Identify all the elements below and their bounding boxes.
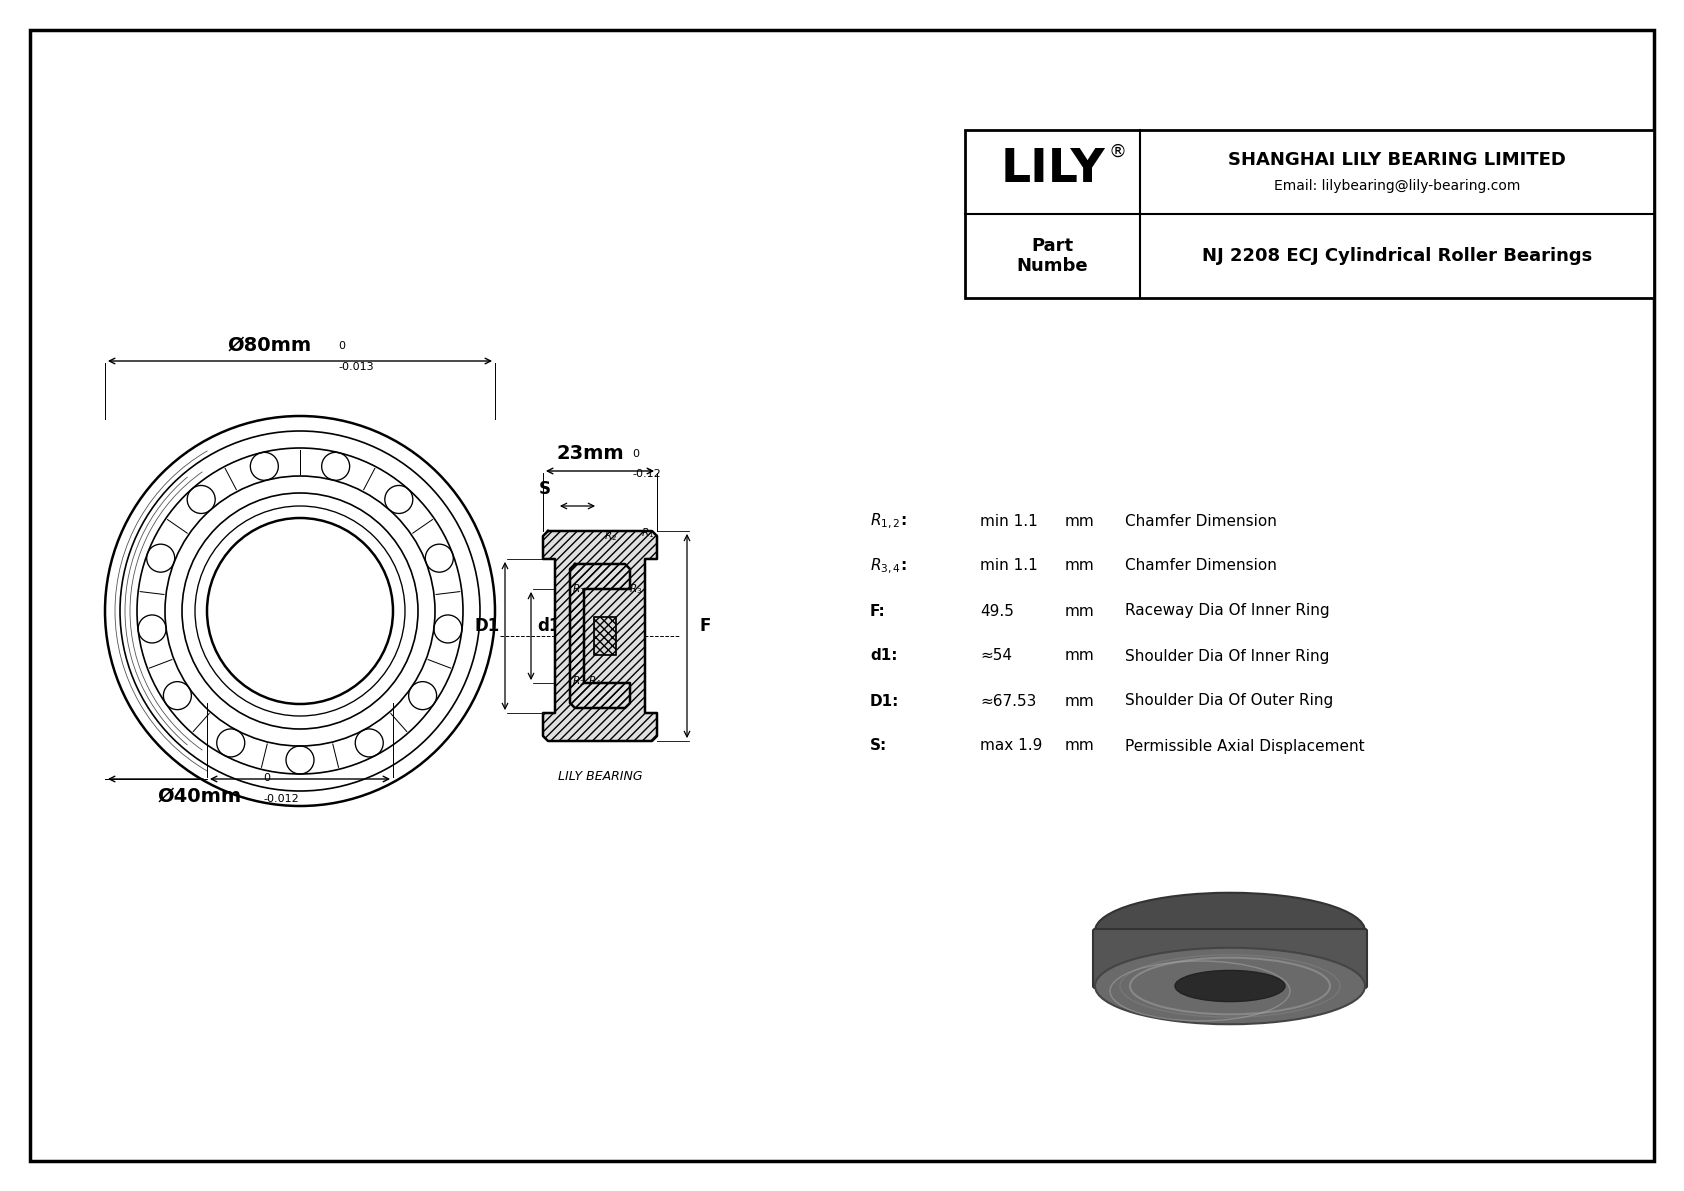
Text: 49.5: 49.5: [980, 604, 1014, 618]
Text: Permissible Axial Displacement: Permissible Axial Displacement: [1125, 738, 1364, 754]
Text: d1: d1: [537, 617, 561, 635]
Text: Raceway Dia Of Inner Ring: Raceway Dia Of Inner Ring: [1125, 604, 1330, 618]
Text: 0: 0: [632, 449, 638, 459]
Text: -0.013: -0.013: [338, 362, 374, 372]
Text: mm: mm: [1064, 738, 1095, 754]
Text: $R_3$: $R_3$: [628, 582, 642, 596]
Text: mm: mm: [1064, 649, 1095, 663]
Text: Chamfer Dimension: Chamfer Dimension: [1125, 513, 1276, 529]
Text: $R_2$: $R_2$: [573, 674, 584, 687]
Text: LILY: LILY: [1000, 148, 1105, 193]
Text: S: S: [539, 480, 551, 498]
Polygon shape: [542, 531, 657, 741]
Text: S:: S:: [871, 738, 887, 754]
Text: ®: ®: [1108, 143, 1127, 161]
Text: max 1.9: max 1.9: [980, 738, 1042, 754]
Text: D1: D1: [475, 617, 500, 635]
Text: $R_1$: $R_1$: [642, 526, 653, 540]
Text: Email: lilybearing@lily-bearing.com: Email: lilybearing@lily-bearing.com: [1273, 179, 1521, 193]
Text: mm: mm: [1064, 559, 1095, 574]
Text: 0: 0: [263, 773, 269, 782]
Text: d1:: d1:: [871, 649, 898, 663]
Text: mm: mm: [1064, 513, 1095, 529]
Text: $R_1$: $R_1$: [573, 582, 586, 596]
Text: Ø80mm: Ø80mm: [227, 336, 312, 355]
Text: 23mm: 23mm: [556, 444, 623, 463]
Ellipse shape: [1175, 971, 1285, 1002]
Text: $R_{3,4}$:: $R_{3,4}$:: [871, 556, 906, 575]
Ellipse shape: [1095, 948, 1366, 1024]
Text: NJ 2208 ECJ Cylindrical Roller Bearings: NJ 2208 ECJ Cylindrical Roller Bearings: [1202, 247, 1591, 266]
Text: Shoulder Dia Of Inner Ring: Shoulder Dia Of Inner Ring: [1125, 649, 1329, 663]
Bar: [594, 617, 616, 655]
Text: ≈67.53: ≈67.53: [980, 693, 1036, 709]
Text: D1:: D1:: [871, 693, 899, 709]
FancyBboxPatch shape: [1093, 929, 1367, 989]
Text: F:: F:: [871, 604, 886, 618]
Text: Ø40mm: Ø40mm: [158, 787, 242, 806]
Text: SHANGHAI LILY BEARING LIMITED: SHANGHAI LILY BEARING LIMITED: [1228, 151, 1566, 169]
Text: mm: mm: [1064, 604, 1095, 618]
Text: $R_2$: $R_2$: [605, 529, 616, 543]
Text: F: F: [699, 617, 711, 635]
Text: ≈54: ≈54: [980, 649, 1012, 663]
Text: -0.012: -0.012: [263, 794, 298, 804]
Text: min 1.1: min 1.1: [980, 559, 1037, 574]
Text: min 1.1: min 1.1: [980, 513, 1037, 529]
Bar: [594, 617, 616, 655]
Ellipse shape: [1095, 893, 1366, 969]
Text: $R_{1,2}$:: $R_{1,2}$:: [871, 511, 906, 531]
Text: -0.12: -0.12: [632, 469, 660, 479]
Bar: [965, 130, 1654, 298]
Text: LILY BEARING: LILY BEARING: [557, 769, 642, 782]
Text: 0: 0: [338, 341, 345, 351]
Text: Shoulder Dia Of Outer Ring: Shoulder Dia Of Outer Ring: [1125, 693, 1334, 709]
Text: Chamfer Dimension: Chamfer Dimension: [1125, 559, 1276, 574]
Text: mm: mm: [1064, 693, 1095, 709]
Polygon shape: [569, 565, 630, 707]
Text: Part
Numbe: Part Numbe: [1017, 237, 1088, 275]
Text: $R_4$: $R_4$: [588, 674, 601, 687]
